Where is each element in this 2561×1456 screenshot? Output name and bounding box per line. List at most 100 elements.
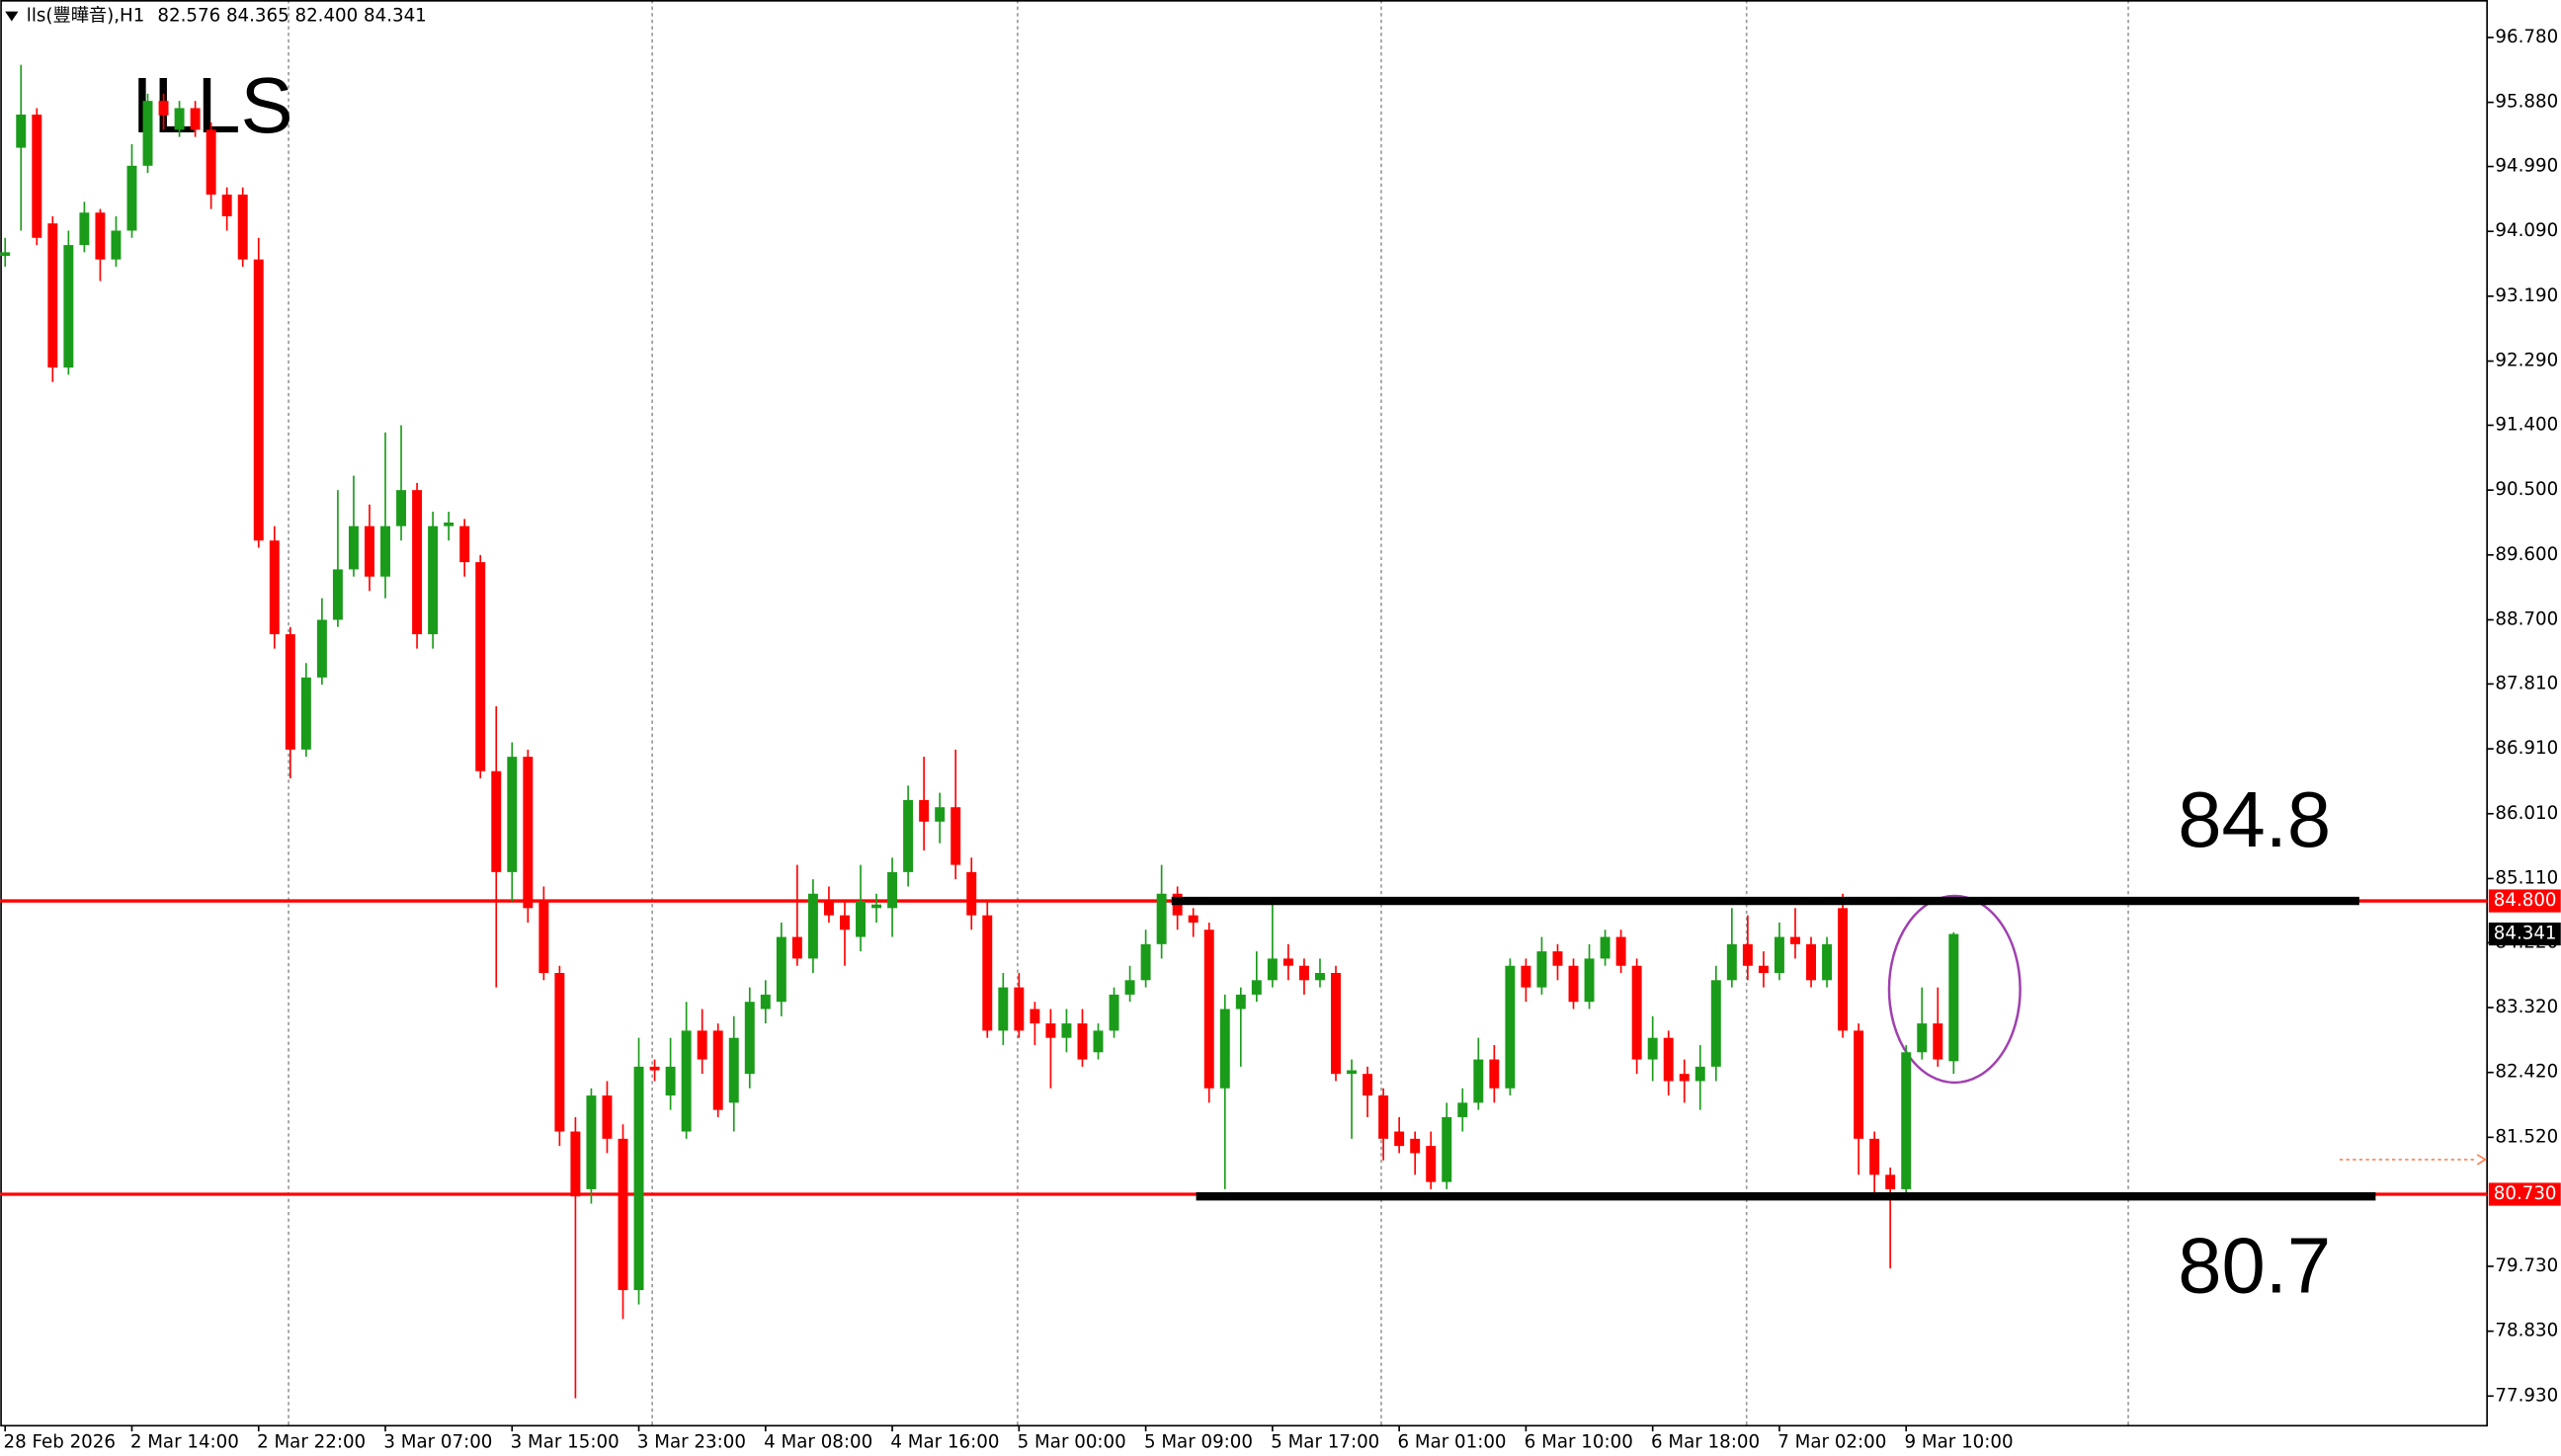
candle-body bbox=[1789, 936, 1800, 944]
y-tick-label: 86.010 bbox=[2495, 803, 2558, 824]
menu-triangle[interactable] bbox=[5, 11, 19, 22]
candle-body bbox=[1140, 943, 1151, 981]
x-tick-label: 6 Mar 18:00 bbox=[1651, 1432, 1760, 1453]
candle-body bbox=[1885, 1174, 1896, 1189]
candle-body bbox=[1394, 1131, 1405, 1147]
candle-body bbox=[300, 677, 311, 750]
x-tick-label: 3 Mar 15:00 bbox=[511, 1432, 620, 1453]
y-tick-label: 94.990 bbox=[2495, 156, 2558, 177]
candle-body bbox=[982, 915, 993, 1031]
level-label: 84.8 bbox=[2178, 775, 2331, 863]
x-tick-label: 5 Mar 17:00 bbox=[1271, 1432, 1379, 1453]
candle-body bbox=[1315, 973, 1325, 981]
candle-body bbox=[1251, 980, 1262, 995]
candle-body bbox=[1663, 1037, 1674, 1082]
candle-body bbox=[1109, 994, 1119, 1031]
y-tick-label: 92.290 bbox=[2495, 351, 2558, 371]
candle-body bbox=[1694, 1066, 1705, 1082]
x-tick-label: 7 Mar 02:00 bbox=[1777, 1432, 1886, 1453]
candle-body bbox=[523, 757, 534, 909]
candle-body bbox=[1521, 965, 1531, 988]
x-tick-label: 4 Mar 08:00 bbox=[764, 1432, 872, 1453]
candle-body bbox=[1806, 943, 1816, 981]
candle-body bbox=[728, 1037, 739, 1103]
candle-body bbox=[1901, 1052, 1912, 1189]
candle-body bbox=[1442, 1116, 1452, 1182]
candle-body bbox=[935, 807, 946, 822]
y-tick-label: 95.880 bbox=[2495, 92, 2558, 113]
x-tick-label: 3 Mar 23:00 bbox=[637, 1432, 746, 1453]
candle-body bbox=[665, 1066, 676, 1096]
candle-body bbox=[1536, 951, 1547, 988]
x-tick-label: 4 Mar 16:00 bbox=[890, 1432, 999, 1453]
y-tick-label: 83.320 bbox=[2495, 997, 2558, 1017]
candle-body bbox=[1600, 936, 1611, 959]
candle-body bbox=[1948, 933, 1959, 1062]
candle-body bbox=[1410, 1138, 1421, 1154]
candle-body bbox=[823, 901, 834, 916]
x-tick-label: 28 Feb 2026 bbox=[4, 1432, 116, 1453]
candle-body bbox=[126, 165, 137, 231]
candle-body bbox=[491, 770, 502, 872]
candle-body bbox=[570, 1131, 581, 1197]
candle-body bbox=[1156, 893, 1167, 944]
x-tick-label: 6 Mar 10:00 bbox=[1525, 1432, 1633, 1453]
candle-body bbox=[807, 893, 818, 959]
candle-body bbox=[712, 1030, 723, 1110]
candle-body bbox=[1188, 915, 1198, 923]
candle-body bbox=[1219, 1009, 1230, 1089]
candle-body bbox=[966, 871, 977, 916]
x-tick-label: 2 Mar 14:00 bbox=[130, 1432, 239, 1453]
candle-body bbox=[475, 562, 486, 771]
y-tick-label: 87.810 bbox=[2495, 673, 2558, 693]
current-price-tag bbox=[2488, 922, 2561, 946]
candle-body bbox=[1014, 987, 1025, 1031]
candle-body bbox=[332, 569, 343, 620]
candle-body bbox=[697, 1030, 707, 1060]
candle-body bbox=[1774, 936, 1784, 974]
candle-body bbox=[221, 195, 232, 216]
price-tag-label: 84.800 bbox=[2494, 890, 2557, 911]
candle-body bbox=[190, 108, 201, 130]
candle-body bbox=[459, 526, 470, 563]
candle-body bbox=[206, 129, 216, 196]
candle-body bbox=[554, 973, 565, 1132]
candle-body bbox=[1726, 943, 1737, 981]
level-label: 80.7 bbox=[2178, 1221, 2331, 1309]
candle-body bbox=[1473, 1059, 1484, 1103]
candle-body bbox=[1933, 1023, 1943, 1060]
candle-body bbox=[1615, 936, 1626, 966]
candle-body bbox=[1093, 1030, 1104, 1053]
candle-body bbox=[1758, 965, 1769, 974]
candle-body bbox=[1061, 1023, 1072, 1038]
candle-body bbox=[998, 987, 1009, 1031]
y-tick-label: 91.400 bbox=[2495, 414, 2558, 435]
y-tick-label: 81.520 bbox=[2495, 1126, 2558, 1147]
candle-body bbox=[348, 526, 359, 570]
candle-body bbox=[681, 1030, 692, 1132]
vertical-grid bbox=[288, 0, 2129, 1425]
price-tag bbox=[2488, 889, 2561, 913]
candle-body bbox=[1869, 1138, 1880, 1175]
candle-body bbox=[428, 526, 439, 635]
candle-body bbox=[253, 259, 264, 541]
candle-body bbox=[1267, 958, 1278, 981]
candle-body bbox=[1203, 930, 1214, 1089]
candle-body bbox=[919, 799, 930, 822]
candle-body bbox=[649, 1066, 660, 1071]
candle-body bbox=[1030, 1009, 1040, 1024]
candle-body bbox=[1505, 965, 1516, 1089]
candle-body bbox=[79, 212, 90, 246]
current-price-label: 84.341 bbox=[2494, 924, 2557, 944]
candle-body bbox=[791, 936, 802, 959]
y-tick-label: 93.190 bbox=[2495, 285, 2558, 306]
price-tag bbox=[2488, 1182, 2561, 1206]
candle-body bbox=[856, 901, 866, 937]
y-tick-label: 79.730 bbox=[2495, 1255, 2558, 1276]
y-tick-label: 85.110 bbox=[2495, 867, 2558, 888]
y-tick-label: 77.930 bbox=[2495, 1385, 2558, 1406]
y-tick-label: 89.600 bbox=[2495, 544, 2558, 565]
candle-body bbox=[1647, 1037, 1658, 1060]
candle-body bbox=[1045, 1023, 1056, 1038]
